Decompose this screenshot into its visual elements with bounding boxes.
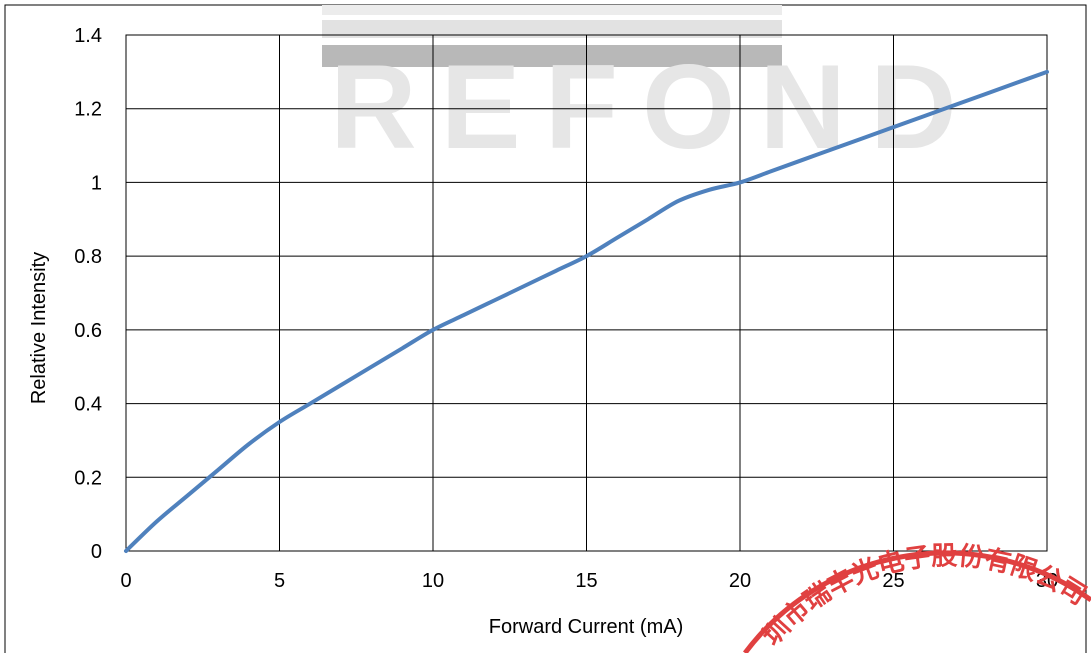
y-tick-label: 0.4: [74, 394, 102, 416]
y-axis-ticks: 0 0.2 0.4 0.6 0.8 1 1.2 1.4: [74, 25, 102, 563]
y-tick-label: 0.6: [74, 320, 102, 342]
series-layer: [124, 69, 1049, 553]
y-tick-label: 1.2: [74, 99, 102, 121]
x-tick-label: 5: [274, 570, 285, 592]
company-seal: 圳市瑞丰光电子股份有限公司: [743, 541, 1091, 653]
watermark-logo: REFOND: [322, 5, 981, 174]
x-axis-label: Forward Current (mA): [489, 616, 683, 638]
x-tick-label: 20: [729, 570, 751, 592]
plot-area-border: [125, 34, 1048, 552]
x-tick-label: 0: [120, 570, 131, 592]
watermark-logo-text: REFOND: [330, 40, 981, 174]
seal-text: 圳市瑞丰光电子股份有限公司: [757, 541, 1091, 652]
plot-frame: [125, 34, 1048, 552]
seal-ring: [743, 550, 1091, 653]
y-tick-label: 1: [91, 172, 102, 194]
y-axis-label: Relative Intensity: [28, 252, 50, 404]
y-tick-label: 1.4: [74, 25, 102, 47]
y-tick-label: 0.2: [74, 467, 102, 489]
series-line: [124, 69, 1049, 553]
y-tick-label: 0: [91, 541, 102, 563]
x-tick-label: 25: [882, 570, 904, 592]
y-tick-label: 0.8: [74, 246, 102, 268]
x-tick-label: 10: [422, 570, 444, 592]
x-tick-label: 15: [575, 570, 597, 592]
